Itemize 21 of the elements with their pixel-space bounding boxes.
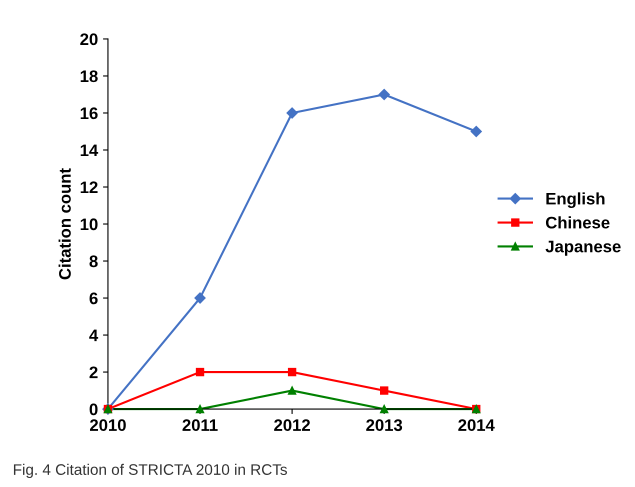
y-tick-label: 0 bbox=[90, 403, 98, 416]
y-tick-label: 2 bbox=[90, 366, 98, 378]
caption: Fig. 4 Citation of STRICTA 2010 in RCTs bbox=[14, 464, 287, 478]
x-tick-label: 2014 bbox=[458, 419, 495, 432]
y-tick-label: 20 bbox=[80, 33, 98, 46]
y-tick-label: 6 bbox=[90, 292, 98, 304]
y-tick-label: 12 bbox=[80, 181, 98, 194]
x-tick-label: 2013 bbox=[366, 419, 402, 432]
legend-label: Japanese bbox=[546, 240, 621, 256]
legend-label: Chinese bbox=[546, 216, 610, 229]
x-tick-label: 2012 bbox=[274, 419, 310, 432]
y-tick-label: 18 bbox=[80, 70, 98, 82]
y-tick-label: 10 bbox=[80, 218, 98, 230]
y-tick-label: 8 bbox=[89, 255, 98, 268]
x-tick-label: 2010 bbox=[90, 419, 126, 432]
x-tick-label: 2011 bbox=[182, 419, 218, 432]
legend-label: English bbox=[546, 192, 604, 208]
y-tick-label: 16 bbox=[80, 107, 98, 120]
y-tick-label: 14 bbox=[80, 144, 98, 156]
y-axis-title: Citation count bbox=[58, 168, 71, 280]
y-tick-label: 4 bbox=[89, 330, 98, 342]
